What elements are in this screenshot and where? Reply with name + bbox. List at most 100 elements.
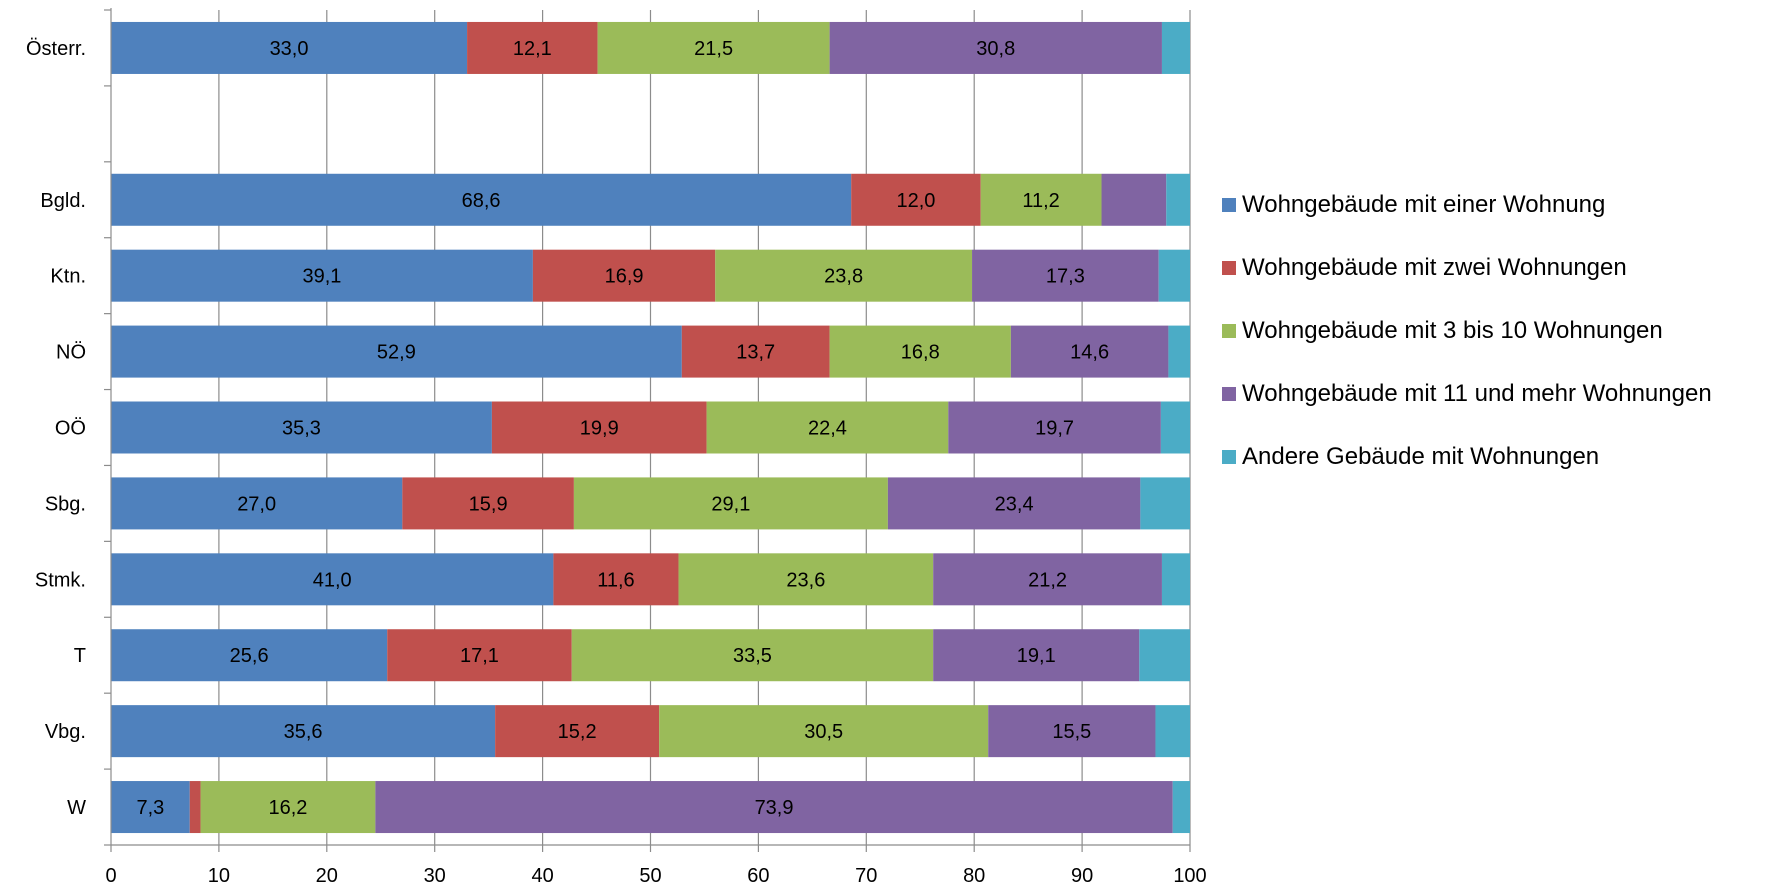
x-tick-label: 60: [747, 865, 769, 885]
x-tick-label: 80: [963, 865, 985, 885]
bar-segment: [659, 705, 989, 758]
bar-segment: [933, 553, 1162, 606]
bar-segment: [200, 781, 376, 834]
bar-segment: [1155, 705, 1190, 758]
bar-segment: [1166, 173, 1190, 226]
x-tick-label: 70: [855, 865, 877, 885]
category-label: Österr.: [26, 38, 86, 60]
bar-segment: [111, 173, 852, 226]
data-label: 33,0: [270, 38, 309, 60]
legend-item: Wohngebäude mit zwei Wohnungen: [1222, 254, 1712, 281]
data-label: 35,3: [282, 418, 321, 440]
bar-segment: [597, 21, 830, 74]
legend-item: Wohngebäude mit einer Wohnung: [1222, 191, 1712, 218]
data-label: 27,0: [237, 493, 276, 515]
x-tick-label: 20: [316, 865, 338, 885]
data-label: 12,0: [896, 190, 935, 212]
category-label: NÖ: [56, 342, 86, 364]
bar-segment: [887, 477, 1141, 530]
bar-segment: [706, 401, 949, 454]
data-labels: 33,0 12,1 21,5 30,8 68,6 12,0 11,2 39,1 16,9 23,8…: [136, 38, 1109, 819]
bar-segment: [189, 781, 201, 834]
bar-segment: [402, 477, 574, 530]
bar-segment: [387, 629, 572, 682]
bar-segment: [111, 401, 492, 454]
bar-segment: [553, 553, 679, 606]
bars: [111, 21, 1190, 834]
data-label: 19,1: [1017, 645, 1056, 667]
data-label: 33,5: [733, 645, 772, 667]
data-label: 13,7: [736, 342, 775, 364]
x-tick-label: 0: [105, 865, 116, 885]
category-label: T: [74, 645, 86, 667]
bar-segment: [111, 477, 403, 530]
bar-segment: [1161, 21, 1190, 74]
bar-segment: [111, 249, 533, 302]
legend-label: Andere Gebäude mit Wohnungen: [1242, 442, 1600, 470]
category-label: Stmk.: [35, 569, 86, 591]
legend-item: Wohngebäude mit 3 bis 10 Wohnungen: [1222, 317, 1712, 344]
data-label: 23,4: [995, 493, 1034, 515]
x-tick-label: 50: [639, 865, 661, 885]
data-label: 52,9: [377, 342, 416, 364]
bar-segment: [111, 781, 190, 834]
category-label: Bgld.: [40, 190, 86, 212]
legend: Wohngebäude mit einer Wohnung Wohngebäude…: [1222, 191, 1712, 506]
legend-swatch: [1222, 260, 1236, 275]
bar-segment: [111, 21, 468, 74]
bar-segment: [1140, 477, 1190, 530]
data-label: 23,6: [786, 569, 825, 591]
data-label: 73,9: [755, 797, 794, 819]
bar-segment: [980, 173, 1102, 226]
bar-segment: [375, 781, 1173, 834]
data-label: 21,2: [1028, 569, 1067, 591]
bar-segment: [111, 705, 496, 758]
bar-segment: [933, 629, 1140, 682]
data-label: 11,2: [1022, 190, 1059, 212]
data-label: 22,4: [808, 418, 847, 440]
legend-swatch: [1222, 386, 1236, 401]
data-label: 23,8: [824, 266, 863, 288]
data-label: 30,8: [976, 38, 1015, 60]
bar-segment: [988, 705, 1156, 758]
x-tick-label: 30: [424, 865, 446, 885]
data-label: 41,0: [313, 569, 352, 591]
bar-segment: [467, 21, 598, 74]
data-label: 16,2: [268, 797, 307, 819]
data-label: 16,9: [605, 266, 644, 288]
bar-segment: [111, 629, 388, 682]
data-label: 19,9: [580, 418, 619, 440]
bar-segment: [1161, 553, 1190, 606]
data-label: 30,5: [804, 721, 843, 743]
x-tick-label: 40: [531, 865, 553, 885]
data-label: 17,1: [460, 645, 499, 667]
bar-segment: [851, 173, 981, 226]
legend-swatch: [1222, 449, 1236, 464]
bar-segment: [111, 553, 554, 606]
bar-segment: [1139, 629, 1190, 682]
legend-item: Wohngebäude mit 11 und mehr Wohnungen: [1222, 380, 1712, 407]
data-label: 11,6: [597, 569, 634, 591]
bar-segment: [1101, 173, 1167, 226]
bar-segment: [829, 325, 1011, 378]
bar-segment: [829, 21, 1162, 74]
bar-segment: [1010, 325, 1169, 378]
bar-segment: [495, 705, 660, 758]
category-label: Ktn.: [50, 266, 86, 288]
legend-label: Wohngebäude mit einer Wohnung: [1242, 190, 1606, 218]
x-tick-label: 90: [1071, 865, 1093, 885]
data-label: 19,7: [1035, 418, 1074, 440]
data-label: 17,3: [1046, 266, 1085, 288]
bar-segment: [715, 249, 973, 302]
bar-segment: [1160, 401, 1190, 454]
legend-label: Wohngebäude mit 3 bis 10 Wohnungen: [1242, 316, 1663, 344]
data-label: 25,6: [230, 645, 269, 667]
bar-segment: [948, 401, 1161, 454]
category-label: W: [67, 797, 86, 819]
legend-label: Wohngebäude mit 11 und mehr Wohnungen: [1242, 379, 1712, 407]
data-label: 15,2: [558, 721, 597, 743]
legend-swatch: [1222, 197, 1236, 212]
data-label: 16,8: [901, 342, 940, 364]
category-label: Sbg.: [45, 493, 86, 515]
